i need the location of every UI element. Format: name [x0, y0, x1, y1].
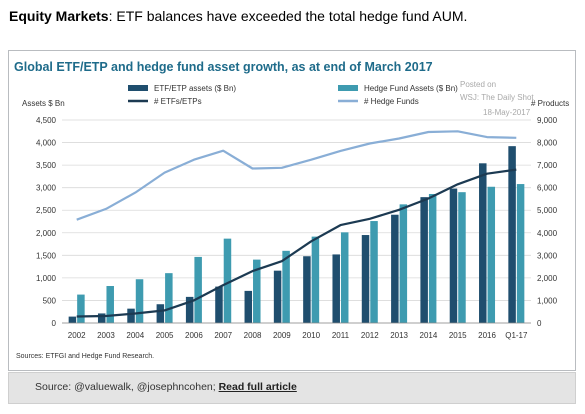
legend: ETF/ETP assets ($ Bn) # ETFs/ETPs Hedge Fu… — [128, 84, 458, 106]
headline-bold: Equity Markets — [9, 8, 109, 24]
hedge-fund-assets-bar — [282, 250, 290, 323]
x-tick-label: Q1-17 — [505, 331, 528, 340]
x-tick-label: 2009 — [273, 331, 291, 340]
watermark-line-3: 18-May-2017 — [483, 108, 531, 117]
chart-title: Global ETF/ETP and hedge fund asset grow… — [14, 60, 433, 74]
hedge-fund-assets-bar — [458, 192, 466, 323]
x-tick-label: 2012 — [361, 331, 379, 340]
hedge-fund-assets-bar — [165, 273, 173, 323]
y-right-tick-label: 0 — [537, 319, 542, 328]
y-left-tick-label: 1,000 — [36, 274, 57, 283]
y-left-tick-label: 4,500 — [36, 116, 57, 125]
legend-swatch — [128, 85, 148, 91]
hedge-fund-assets-bar — [399, 204, 408, 323]
y-right-tick-label: 1,000 — [537, 296, 558, 305]
x-tick-label: 2008 — [244, 331, 262, 340]
y-right-tick-label: 2,000 — [537, 274, 558, 283]
x-tick-label: 2006 — [185, 331, 203, 340]
y-left-tick-label: 4,000 — [36, 139, 57, 148]
x-tick-label: 2007 — [214, 331, 232, 340]
legend-label: # Hedge Funds — [364, 97, 419, 106]
hedge-fund-assets-bar — [253, 259, 261, 323]
legend-swatch — [338, 85, 358, 91]
etf-assets-bar — [391, 214, 399, 323]
x-tick-label: 2003 — [97, 331, 115, 340]
etf-assets-bar — [68, 316, 77, 323]
x-tick-label: 2015 — [449, 331, 467, 340]
hedge-fund-assets-bar — [428, 193, 437, 323]
legend-label: Hedge Fund Assets ($ Bn) — [364, 84, 458, 93]
etf-assets-bar — [244, 290, 253, 323]
etf-assets-bar — [361, 235, 370, 323]
hedge-fund-assets-bar — [106, 286, 114, 323]
x-tick-label: 2005 — [156, 331, 174, 340]
y-right-tick-label: 6,000 — [537, 184, 558, 193]
etf-assets-bar — [185, 296, 194, 323]
y-axis-right-label: # Products — [531, 99, 569, 108]
y-left-tick-label: 0 — [52, 319, 57, 328]
etf-assets-bar — [273, 270, 282, 323]
hedge-fund-assets-bar — [311, 236, 320, 323]
etf-assets-bar — [215, 286, 223, 323]
y-right-tick-label: 7,000 — [537, 161, 558, 170]
etf-assets-bar — [156, 304, 165, 323]
axes: 0 500 1,000 1,500 2,000 2,500 3,000 3,500 4,000 4… — [36, 116, 558, 340]
hedge-fund-assets-bar — [516, 184, 525, 323]
etf-assets-bar — [420, 197, 428, 323]
hedge-fund-assets-bar — [487, 186, 496, 323]
y-right-tick-label: 8,000 — [537, 139, 558, 148]
headline: Equity Markets: ETF balances have exceed… — [9, 6, 579, 26]
x-tick-label: 2011 — [332, 331, 350, 340]
hedge-fund-count-line — [76, 130, 517, 221]
y-right-tick-label: 3,000 — [537, 251, 558, 260]
x-tick-label: 2002 — [68, 331, 86, 340]
y-axis-left-label: Assets $ Bn — [22, 99, 65, 108]
y-left-tick-label: 500 — [43, 296, 57, 305]
etf-assets-bar — [449, 188, 458, 323]
etf-count-line — [76, 168, 517, 318]
chart-source: Sources: ETFGI and Hedge Fund Research. — [16, 353, 154, 360]
legend-label: # ETFs/ETPs — [154, 97, 202, 106]
x-tick-label: 2010 — [302, 331, 320, 340]
footer-prefix: Source: @valuewalk, @josephncohen; — [35, 381, 219, 393]
source-footer: Source: @valuewalk, @josephncohen; Read … — [8, 372, 576, 404]
x-tick-label: 2016 — [478, 331, 496, 340]
etf-assets-bar — [332, 254, 340, 323]
headline-text: : ETF balances have exceeded the total h… — [108, 8, 468, 24]
y-right-tick-label: 5,000 — [537, 206, 558, 215]
hedge-fund-assets-bar — [223, 238, 232, 323]
bars — [68, 146, 525, 323]
y-left-tick-label: 3,500 — [36, 161, 57, 170]
y-left-tick-label: 1,500 — [36, 251, 57, 260]
x-tick-label: 2004 — [126, 331, 144, 340]
etf-assets-bar — [303, 256, 311, 323]
watermark-line-2: WSJ: The Daily Shot — [460, 93, 534, 102]
hedge-fund-assets-bar — [135, 279, 144, 323]
y-right-tick-label: 4,000 — [537, 229, 558, 238]
legend-label: ETF/ETP assets ($ Bn) — [154, 84, 236, 93]
hedge-fund-assets-bar — [77, 294, 85, 323]
etf-assets-bar — [127, 308, 135, 323]
watermark-line-1: Posted on — [460, 80, 496, 89]
footer-text: Source: @valuewalk, @josephncohen; Read … — [35, 381, 297, 393]
etf-assets-bar — [508, 146, 516, 323]
x-tick-label: 2014 — [420, 331, 438, 340]
y-left-tick-label: 2,500 — [36, 206, 57, 215]
x-tick-label: 2013 — [390, 331, 408, 340]
read-full-article-link[interactable]: Read full article — [218, 381, 297, 393]
hedge-fund-assets-bar — [194, 256, 202, 323]
etf-assets-bar — [479, 163, 487, 323]
y-left-tick-label: 2,000 — [36, 229, 57, 238]
hedge-fund-assets-bar — [340, 232, 349, 323]
y-left-tick-label: 3,000 — [36, 184, 57, 193]
lines — [76, 130, 517, 318]
hedge-fund-assets-bar — [370, 221, 378, 323]
etf-assets-bar — [97, 313, 106, 323]
y-right-tick-label: 9,000 — [537, 116, 558, 125]
